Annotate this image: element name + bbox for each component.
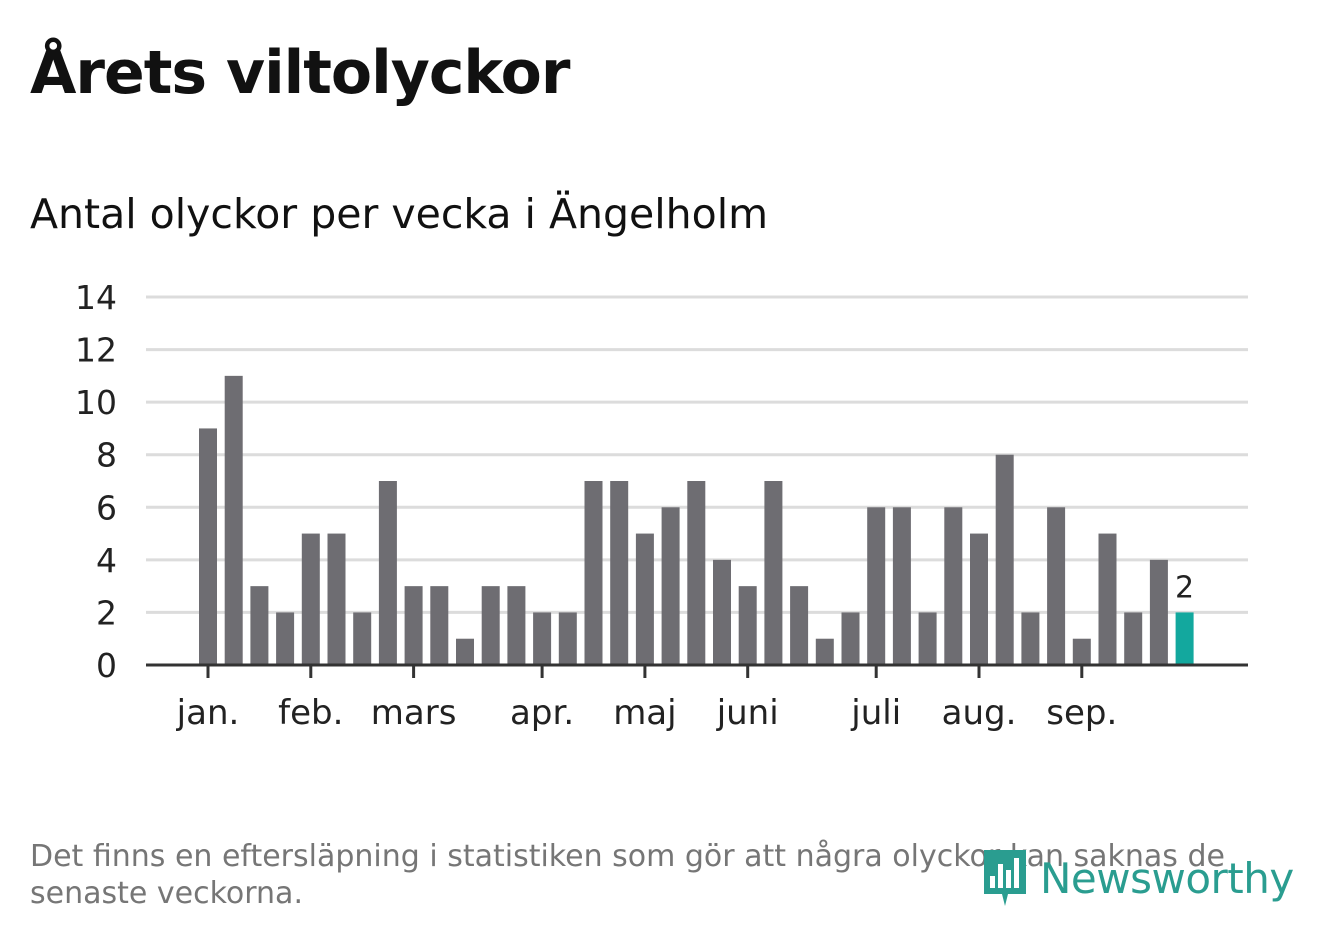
bar: [713, 559, 731, 665]
bar: [1072, 638, 1091, 665]
bar-chart: 0 2 4 6 8 10 12 14 2 jan. feb. mars apr. maj juni jul…: [75, 278, 1248, 733]
bar: [456, 638, 474, 665]
bar: [327, 533, 346, 665]
bars: 2: [199, 375, 1194, 665]
bar: [558, 612, 577, 665]
bar: [250, 586, 269, 665]
x-axis-ticks: jan. feb. mars apr. maj juni juli aug. sep.: [176, 665, 1117, 733]
x-tick-label: aug.: [942, 693, 1017, 733]
bar: [841, 612, 860, 665]
x-tick-label: feb.: [278, 693, 343, 733]
y-tick-label: 10: [75, 383, 117, 422]
bar: [533, 612, 552, 665]
chart-title: Årets viltolyckor: [30, 38, 570, 108]
bar: [815, 638, 834, 665]
bar: [944, 507, 963, 665]
bar: [276, 612, 295, 665]
bar: [507, 586, 526, 665]
bar: [764, 481, 783, 665]
bar: [1124, 612, 1143, 665]
bar: [199, 428, 217, 665]
bar: [378, 481, 397, 665]
y-axis-ticks: 0 2 4 6 8 10 12 14: [75, 278, 117, 685]
x-tick-label: jan.: [176, 693, 240, 733]
bar: [301, 533, 320, 665]
y-tick-label: 14: [75, 278, 117, 317]
newsworthy-logo: Newsworthy: [980, 846, 1294, 910]
bar: [481, 586, 500, 665]
bar: [790, 586, 809, 665]
bar: [867, 507, 886, 665]
bar: [995, 454, 1014, 665]
x-tick-label: juli: [850, 693, 901, 733]
bar: [224, 375, 243, 665]
y-tick-label: 8: [96, 436, 117, 475]
bar: [892, 507, 911, 665]
newsworthy-bar-chart-icon: [984, 850, 1026, 906]
bar: [584, 481, 603, 665]
bar: [1021, 612, 1040, 665]
bar: [918, 612, 937, 665]
y-tick-label: 2: [96, 593, 117, 632]
x-tick-label: sep.: [1046, 693, 1117, 733]
y-tick-label: 4: [96, 541, 117, 580]
x-tick-label: apr.: [510, 693, 574, 733]
bar: [635, 533, 654, 665]
y-tick-label: 0: [96, 646, 117, 685]
bar: [687, 481, 706, 665]
bar: [970, 533, 988, 665]
y-tick-label: 12: [75, 331, 117, 370]
x-tick-label: mars: [371, 693, 457, 733]
bar: [1047, 507, 1066, 665]
bar: [738, 586, 757, 665]
bar: [353, 612, 372, 665]
bar-highlight: [1175, 612, 1194, 665]
bar: [430, 586, 449, 665]
logo-text: Newsworthy: [1040, 853, 1294, 903]
bar: [661, 507, 680, 665]
highlight-value-label: 2: [1175, 570, 1194, 605]
bar: [1098, 533, 1117, 665]
x-tick-label: juni: [716, 693, 779, 733]
chart-subtitle: Antal olyckor per vecka i Ängelholm: [30, 190, 769, 238]
bar: [610, 481, 629, 665]
bar: [1149, 559, 1168, 665]
x-tick-label: maj: [613, 693, 676, 733]
y-tick-label: 6: [96, 488, 117, 527]
bar: [404, 586, 423, 665]
